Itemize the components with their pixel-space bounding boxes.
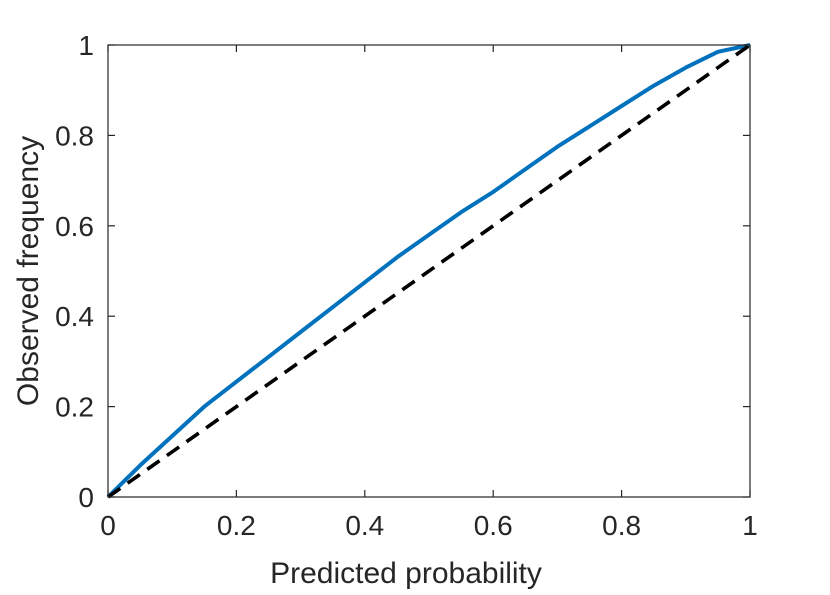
calibration-curve-line: [106, 43, 751, 499]
y-tick-label: 0.2: [55, 392, 94, 423]
x-axis-label: Predicted probability: [270, 557, 542, 590]
x-tick-label: 0: [100, 510, 116, 541]
y-tick-label: 0: [78, 482, 94, 513]
x-tick-label: 1: [742, 510, 758, 541]
tick-layer: 0 0.2 0.4 0.6 0.8 1 0 0.2 0.4 0.6 0.8 1: [55, 30, 758, 541]
reference-diagonal-line: [106, 43, 752, 499]
y-tick-label: 0.8: [55, 120, 94, 151]
x-tick-label: 0.2: [217, 510, 256, 541]
axes-box: [107, 44, 751, 498]
x-tick-label: 0.4: [345, 510, 384, 541]
y-tick-label: 0.6: [55, 211, 94, 242]
y-axis-label: Observed frequency: [12, 136, 45, 406]
x-tick-label: 0.8: [602, 510, 641, 541]
y-tick-label: 1: [78, 30, 94, 61]
y-tick-label: 0.4: [55, 301, 94, 332]
x-tick-label: 0.6: [474, 510, 513, 541]
series-layer: [106, 43, 752, 499]
